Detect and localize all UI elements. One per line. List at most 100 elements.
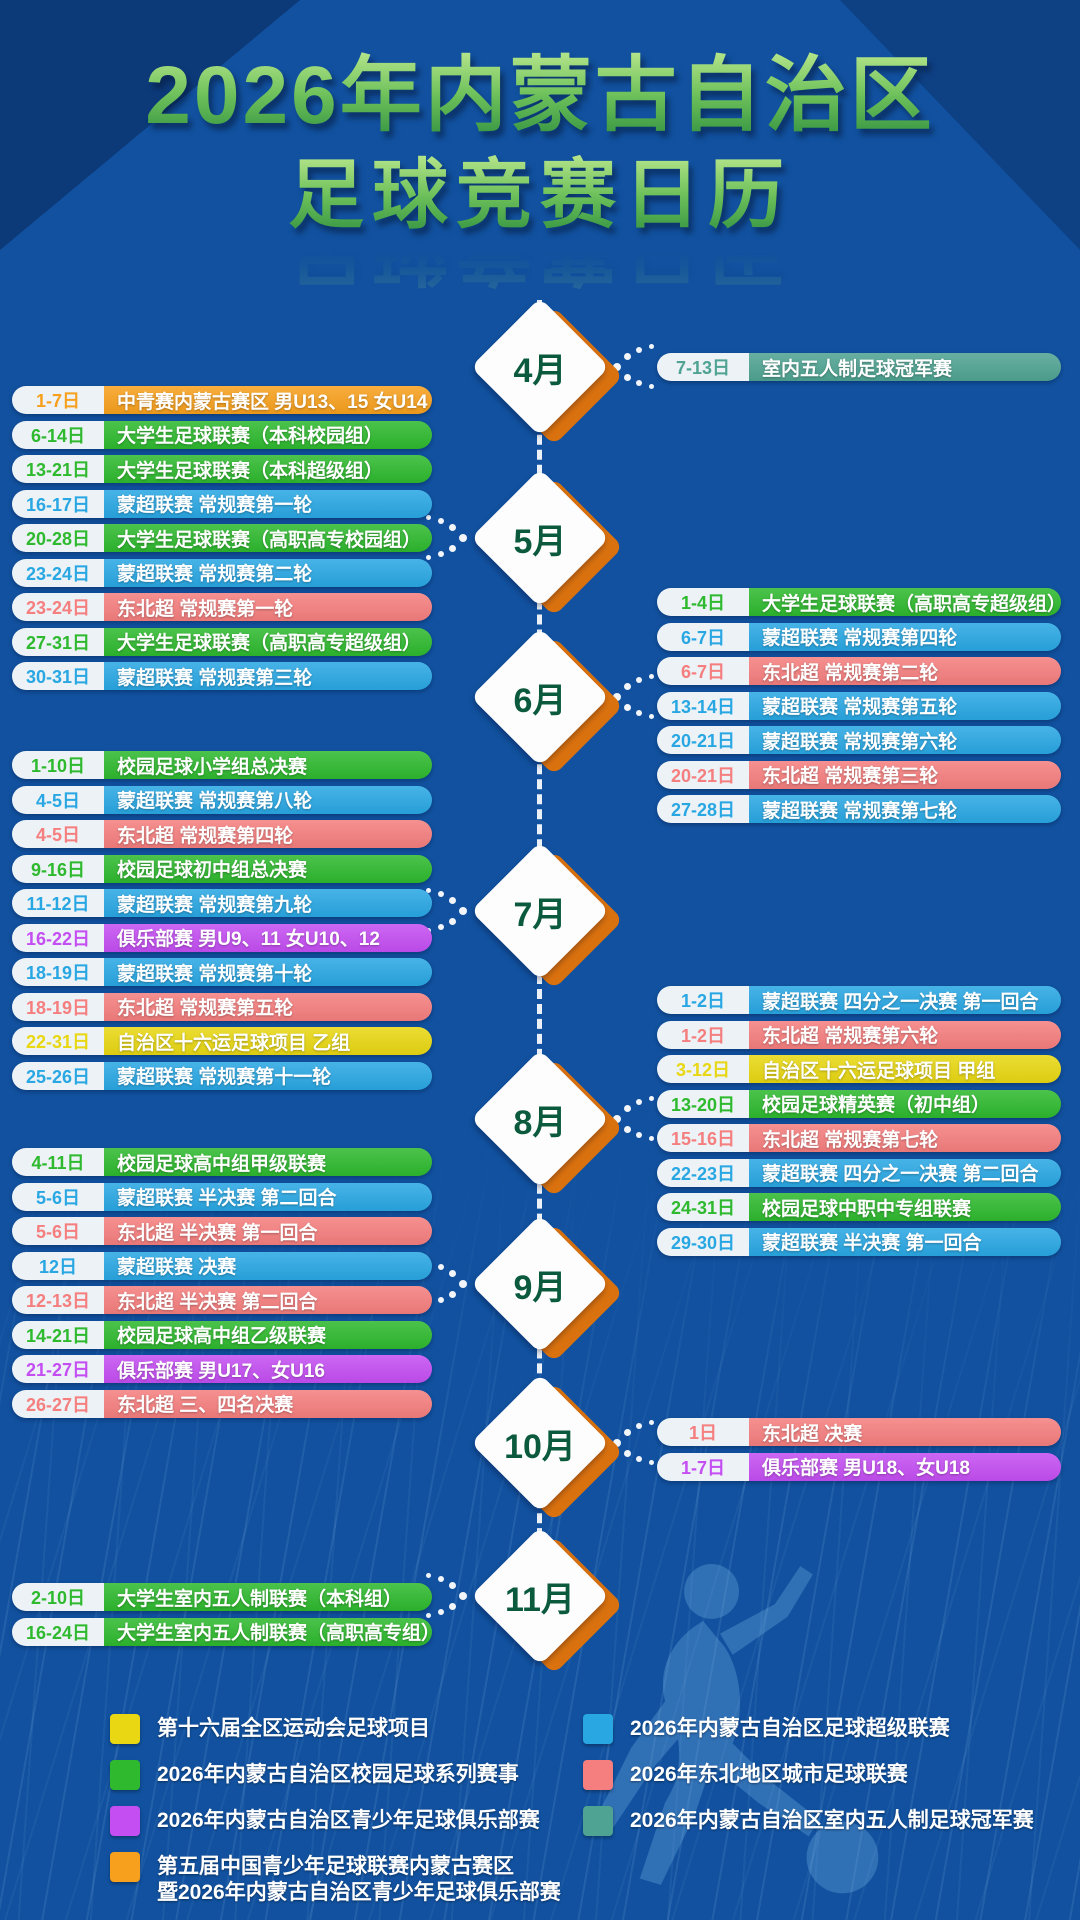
- legend-item-label: 2026年内蒙古自治区青少年足球俱乐部赛: [157, 1806, 540, 1834]
- connector-dot: [438, 518, 444, 524]
- event-date: 20-28日: [12, 524, 104, 552]
- month-marker: 6月: [470, 627, 624, 776]
- legend-item-label: 2026年内蒙古自治区室内五人制足球冠军赛: [630, 1806, 1034, 1834]
- event-date: 5-6日: [12, 1182, 104, 1211]
- event-date: 16-24日: [12, 1617, 104, 1646]
- connector-dot: [624, 1105, 631, 1112]
- event-date: 9-16日: [12, 854, 104, 883]
- connector-dot: [449, 524, 456, 531]
- event-bar: 大学生足球联赛（本科校园组）: [104, 420, 432, 449]
- event-row: 9-16日 校园足球初中组总决赛: [12, 854, 432, 883]
- event-row: 2-10日 大学生室内五人制联赛（本科组）: [12, 1583, 432, 1611]
- event-date: 20-21日: [657, 726, 749, 754]
- connector-dots: [612, 674, 660, 720]
- month-marker: 9月: [470, 1214, 624, 1363]
- soccer-player-silhouette: [505, 1545, 935, 1920]
- event-bar: 蒙超联赛 常规赛第一轮: [104, 489, 432, 518]
- connector-dot: [649, 384, 654, 389]
- event-date: 1-4日: [657, 588, 749, 616]
- event-date: 18-19日: [12, 958, 104, 986]
- connector-dot: [449, 1291, 456, 1298]
- event-row: 23-24日 东北超 常规赛第一轮: [12, 593, 432, 621]
- connector-dot: [438, 1576, 444, 1582]
- legend-item-label: 第十六届全区运动会足球项目: [157, 1714, 430, 1742]
- connector-dot: [438, 1264, 444, 1270]
- event-bar: 蒙超联赛 常规赛第二轮: [104, 558, 432, 587]
- event-row: 1-4日 大学生足球联赛（高职高专超级组）: [657, 588, 1061, 616]
- event-date: 3-12日: [657, 1055, 749, 1083]
- event-row: 1日 东北超 决赛: [657, 1418, 1061, 1446]
- legend-label-line: 第五届中国青少年足球联赛内蒙古赛区: [157, 1855, 514, 1878]
- event-bar: 室内五人制足球冠军赛: [749, 353, 1061, 381]
- connector-dot: [636, 380, 642, 386]
- legend-swatch: [110, 1714, 140, 1744]
- month-label: 5月: [513, 522, 567, 561]
- connector-dot: [459, 907, 467, 915]
- event-row: 13-21日 大学生足球联赛（本科超级组）: [12, 455, 432, 483]
- event-date: 21-27日: [12, 1355, 104, 1383]
- event-bar: 蒙超联赛 常规赛第七轮: [749, 795, 1061, 823]
- connector-dots: [612, 1420, 660, 1466]
- connector-dot: [426, 1573, 431, 1578]
- event-date: 14-21日: [12, 1320, 104, 1349]
- connector-dot: [449, 918, 456, 925]
- connector-dot: [636, 677, 642, 683]
- event-group: 4-11日 校园足球高中组甲级联赛 5-6日 蒙超联赛 半决赛 第二回合 5-6日 东北超…: [12, 1148, 432, 1424]
- event-date: 1-2日: [657, 1020, 749, 1049]
- event-row: 26-27日 东北超 三、四名决赛: [12, 1389, 432, 1418]
- event-row: 24-31日 校园足球中职中专组联赛: [657, 1193, 1061, 1221]
- connector-dot: [449, 545, 456, 552]
- event-row: 5-6日 蒙超联赛 半决赛 第二回合: [12, 1182, 432, 1211]
- connector-dots: [612, 1096, 660, 1142]
- event-bar: 大学生室内五人制联赛（本科组）: [104, 1583, 432, 1611]
- connector-dot: [624, 353, 631, 360]
- event-bar: 校园足球小学组总决赛: [104, 751, 432, 779]
- event-bar: 东北超 三、四名决赛: [104, 1389, 432, 1418]
- connector-dot: [636, 1423, 642, 1429]
- event-group: 2-10日 大学生室内五人制联赛（本科组） 16-24日 大学生室内五人制联赛（高职高…: [12, 1583, 432, 1652]
- event-date: 24-31日: [657, 1193, 749, 1221]
- event-row: 23-24日 蒙超联赛 常规赛第二轮: [12, 558, 432, 587]
- event-date: 6-7日: [657, 657, 749, 685]
- event-row: 1-2日 蒙超联赛 四分之一决赛 第一回合: [657, 986, 1061, 1014]
- event-row: 1-7日 俱乐部赛 男U18、女U18: [657, 1452, 1061, 1481]
- month-label: 11月: [505, 1580, 575, 1619]
- event-row: 16-17日 蒙超联赛 常规赛第一轮: [12, 489, 432, 518]
- event-date: 12日: [12, 1251, 104, 1280]
- legend-item-label: 2026年内蒙古自治区校园足球系列赛事: [157, 1760, 519, 1788]
- legend-label-line: 2026年内蒙古自治区青少年足球俱乐部赛: [157, 1809, 540, 1832]
- event-bar: 东北超 常规赛第七轮: [749, 1124, 1061, 1152]
- month-label: 4月: [513, 351, 567, 390]
- legend-label-line: 暨2026年内蒙古自治区青少年足球俱乐部赛: [157, 1881, 561, 1904]
- event-bar: 蒙超联赛 常规赛第十一轮: [104, 1061, 432, 1090]
- connector-dots: [612, 344, 660, 390]
- event-row: 20-21日 东北超 常规赛第三轮: [657, 760, 1061, 789]
- month-marker: 7月: [470, 841, 624, 990]
- event-row: 7-13日 室内五人制足球冠军赛: [657, 353, 1061, 381]
- connector-dot: [649, 1096, 654, 1101]
- event-bar: 校园足球精英赛（初中组）: [749, 1089, 1061, 1118]
- event-date: 1-2日: [657, 986, 749, 1014]
- event-row: 25-26日 蒙超联赛 常规赛第十一轮: [12, 1061, 432, 1090]
- event-bar: 蒙超联赛 常规赛第八轮: [104, 785, 432, 814]
- month-marker: 11月: [470, 1526, 624, 1675]
- event-row: 22-23日 蒙超联赛 四分之一决赛 第二回合: [657, 1158, 1061, 1187]
- month-marker: 8月: [470, 1049, 624, 1198]
- event-bar: 蒙超联赛 半决赛 第一回合: [749, 1227, 1061, 1256]
- event-row: 1-2日 东北超 常规赛第六轮: [657, 1020, 1061, 1049]
- event-date: 22-31日: [12, 1027, 104, 1055]
- event-date: 5-6日: [12, 1217, 104, 1245]
- legend-label-line: 2026年内蒙古自治区室内五人制足球冠军赛: [630, 1809, 1034, 1832]
- connector-dot: [636, 710, 642, 716]
- legend-left-column: 第十六届全区运动会足球项目 2026年内蒙古自治区校园足球系列赛事 2026年内蒙古…: [110, 1714, 580, 1920]
- connector-dot: [649, 714, 654, 719]
- event-row: 12-13日 东北超 半决赛 第二回合: [12, 1286, 432, 1314]
- event-group: 1-10日 校园足球小学组总决赛 4-5日 蒙超联赛 常规赛第八轮 4-5日 东北超 常规…: [12, 751, 432, 1096]
- event-bar: 东北超 常规赛第六轮: [749, 1020, 1061, 1049]
- event-bar: 自治区十六运足球项目 乙组: [104, 1027, 432, 1055]
- event-row: 20-28日 大学生足球联赛（高职高专校园组）: [12, 524, 432, 552]
- connector-dot: [649, 1460, 654, 1465]
- connector-dot: [459, 1592, 467, 1600]
- event-date: 11-12日: [12, 889, 104, 917]
- event-bar: 东北超 常规赛第四轮: [104, 820, 432, 848]
